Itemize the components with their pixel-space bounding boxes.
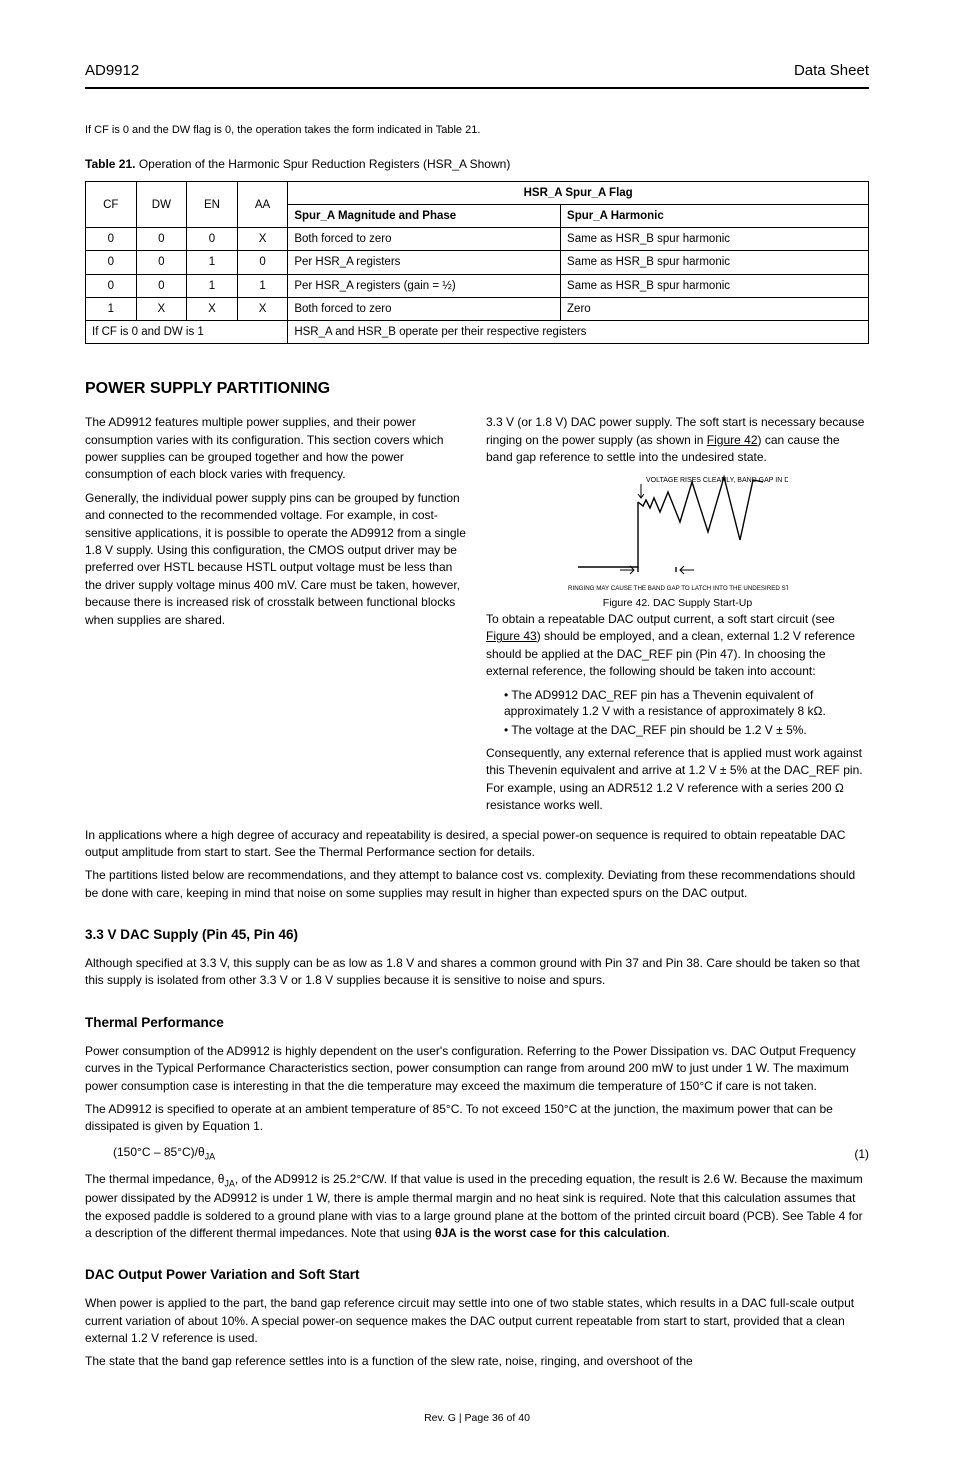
col-magphase: Spur_A Magnitude and Phase — [288, 205, 561, 228]
page-header: AD9912 Data Sheet — [85, 60, 869, 89]
fig42-label-b: RINGING MAY CAUSE THE BAND GAP TO LATCH … — [568, 585, 788, 592]
bullet-2: • The voltage at the DAC_REF pin should … — [504, 722, 869, 739]
table21-title: Operation of the Harmonic Spur Reduction… — [139, 157, 511, 171]
bullets-ref: • The AD9912 DAC_REF pin has a Thevenin … — [504, 687, 869, 739]
para-softstart-2b: 3.3 V (or 1.8 V) DAC power supply. The s… — [486, 414, 869, 466]
table-row: 1 X X X Both forced to zero Zero — [86, 297, 869, 320]
col-en: EN — [187, 182, 238, 228]
table-row: 0 0 1 1 Per HSR_A registers (gain = ½) S… — [86, 274, 869, 297]
thermal-note: θJA is the worst case for this calculati… — [435, 1226, 666, 1240]
table21: CF DW EN AA HSR_A Spur_A Flag Spur_A Mag… — [85, 181, 869, 344]
figure42-link[interactable]: Figure 42 — [707, 433, 758, 447]
table21-num: Table 21. — [85, 157, 135, 171]
para-power-3: In applications where a high degree of a… — [85, 827, 869, 862]
table-row: 0 0 1 0 Per HSR_A registers Same as HSR_… — [86, 251, 869, 274]
para-softstart-2a: The state that the band gap reference se… — [85, 1353, 869, 1370]
flag-header: HSR_A Spur_A Flag — [288, 182, 869, 205]
para-dac: Although specified at 3.3 V, this supply… — [85, 955, 869, 990]
equation-1: (150°C – 85°C)/θJA (1) — [85, 1144, 869, 1163]
col-cf: CF — [86, 182, 137, 228]
figure-42: VOLTAGE RISES CLEANLY, BAND GAP IN DESIR… — [568, 472, 788, 592]
fig42-label-a: VOLTAGE RISES CLEANLY, BAND GAP IN DESIR… — [646, 477, 788, 484]
equation-number: (1) — [854, 1146, 869, 1163]
section-title-power: POWER SUPPLY PARTITIONING — [85, 378, 869, 400]
para-softstart-4: Consequently, any external reference tha… — [486, 745, 869, 815]
para-power-4: The partitions listed below are recommen… — [85, 867, 869, 902]
para-power-intro: The AD9912 features multiple power suppl… — [85, 414, 468, 484]
para-softstart-3: To obtain a repeatable DAC output curren… — [486, 611, 869, 681]
para-thermal-1: Power consumption of the AD9912 is highl… — [85, 1043, 869, 1095]
header-right: Data Sheet — [794, 60, 869, 81]
para-power-2: Generally, the individual power supply p… — [85, 490, 468, 629]
table-row: If CF is 0 and DW is 1 HSR_A and HSR_B o… — [86, 320, 869, 343]
para-thermal-2: The AD9912 is specified to operate at an… — [85, 1101, 869, 1136]
header-left: AD9912 — [85, 60, 139, 81]
subsection-title-dac: 3.3 V DAC Supply (Pin 45, Pin 46) — [85, 926, 869, 945]
page-footer: Rev. G | Page 36 of 40 — [85, 1411, 869, 1426]
para-softstart-1: When power is applied to the part, the b… — [85, 1295, 869, 1347]
col-dw: DW — [136, 182, 187, 228]
subsection-title-thermal: Thermal Performance — [85, 1014, 869, 1033]
col-harmonic: Spur_A Harmonic — [561, 205, 869, 228]
bullet-1: • The AD9912 DAC_REF pin has a Thevenin … — [504, 687, 869, 721]
figure-42-caption: Figure 42. DAC Supply Start-Up — [486, 596, 869, 611]
subsection-title-softstart: DAC Output Power Variation and Soft Star… — [85, 1266, 869, 1285]
para-thermal-3: The thermal impedance, θJA, of the AD991… — [85, 1171, 869, 1243]
thermal-link[interactable]: the Thermal Performance section — [299, 845, 476, 859]
col-aa: AA — [237, 182, 288, 228]
flag-hint: If CF is 0 and the DW flag is 0, the ope… — [85, 123, 869, 138]
figure43-link[interactable]: Figure 43 — [486, 629, 537, 643]
table-row: 0 0 0 X Both forced to zero Same as HSR_… — [86, 228, 869, 251]
table21-caption: Table 21. Operation of the Harmonic Spur… — [85, 156, 869, 173]
